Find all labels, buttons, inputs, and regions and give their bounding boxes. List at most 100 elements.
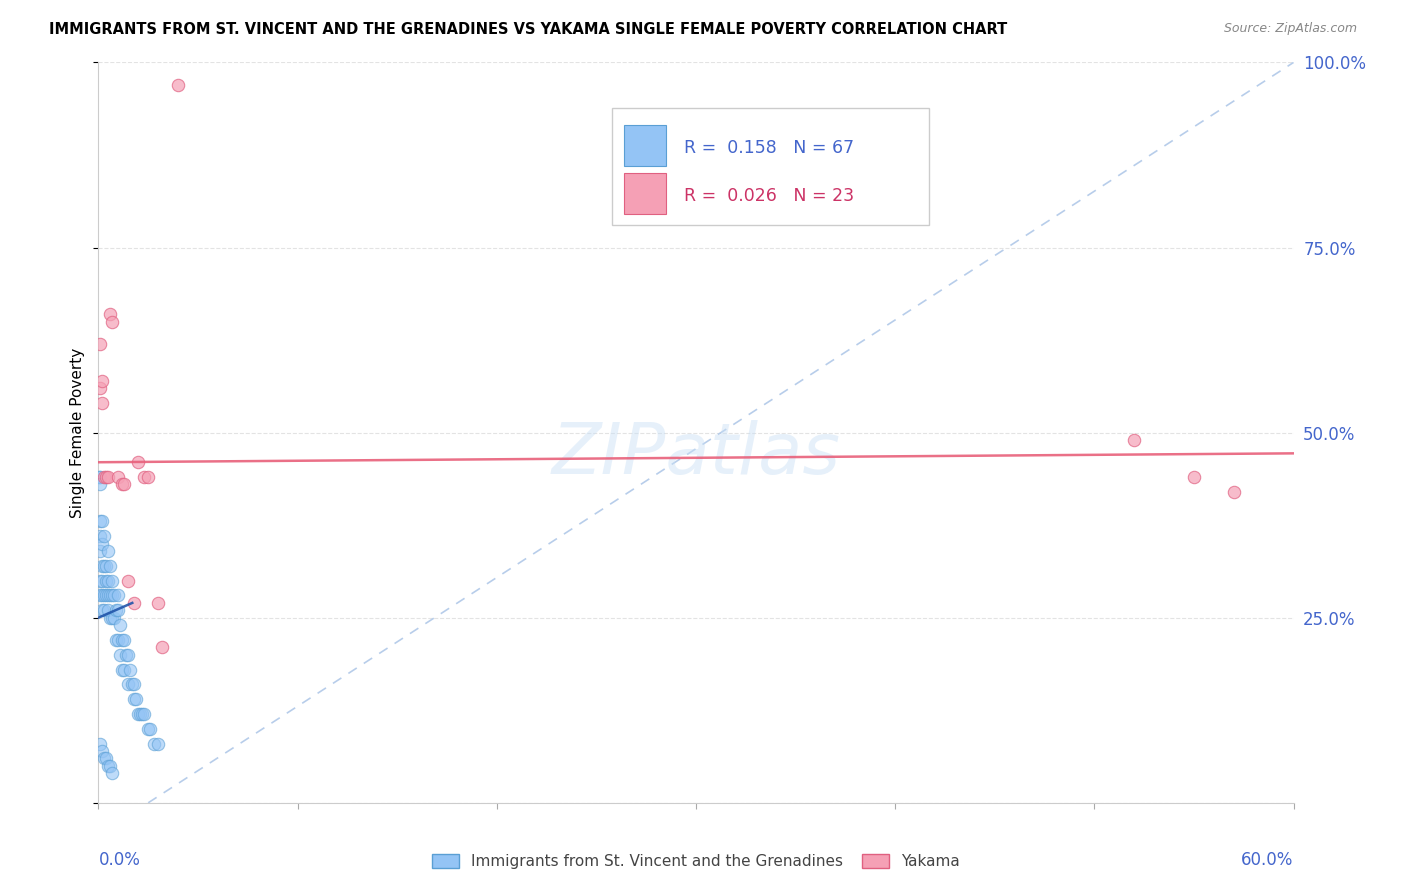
Point — [110, 648, 132, 662]
Point — [93, 529, 115, 543]
Point — [98, 558, 122, 573]
Point — [117, 574, 139, 588]
Point — [89, 544, 111, 558]
Point — [115, 648, 138, 662]
Point — [91, 603, 114, 617]
Text: 60.0%: 60.0% — [1241, 851, 1294, 869]
Point — [91, 536, 114, 550]
Point — [134, 706, 156, 721]
FancyBboxPatch shape — [624, 173, 666, 214]
Point — [91, 744, 114, 758]
Point — [98, 610, 122, 624]
Point — [97, 758, 120, 772]
Point — [97, 589, 120, 603]
Point — [124, 692, 146, 706]
Point — [105, 603, 128, 617]
Point — [117, 648, 139, 662]
Point — [136, 470, 159, 484]
Point — [103, 589, 125, 603]
Point — [97, 544, 120, 558]
Text: IMMIGRANTS FROM ST. VINCENT AND THE GRENADINES VS YAKAMA SINGLE FEMALE POVERTY C: IMMIGRANTS FROM ST. VINCENT AND THE GREN… — [49, 22, 1008, 37]
Point — [91, 374, 114, 388]
Point — [150, 640, 173, 655]
Point — [96, 470, 118, 484]
Point — [167, 78, 190, 92]
Point — [91, 515, 114, 529]
Point — [111, 632, 134, 647]
Point — [91, 558, 114, 573]
Text: ZIPatlas: ZIPatlas — [551, 420, 841, 490]
Point — [148, 596, 170, 610]
Point — [139, 722, 162, 736]
Point — [96, 558, 118, 573]
Point — [93, 470, 115, 484]
Point — [89, 470, 111, 484]
Point — [107, 632, 129, 647]
Point — [101, 610, 124, 624]
Text: Source: ZipAtlas.com: Source: ZipAtlas.com — [1223, 22, 1357, 36]
Point — [129, 706, 152, 721]
Point — [97, 603, 120, 617]
Point — [89, 477, 111, 491]
Point — [103, 610, 125, 624]
Point — [1123, 433, 1146, 447]
Point — [105, 632, 128, 647]
Point — [120, 663, 142, 677]
Point — [89, 529, 111, 543]
Point — [121, 677, 143, 691]
Point — [98, 589, 122, 603]
Point — [97, 574, 120, 588]
Point — [93, 589, 115, 603]
Point — [112, 632, 135, 647]
Legend: Immigrants from St. Vincent and the Grenadines, Yakama: Immigrants from St. Vincent and the Gren… — [432, 855, 960, 869]
Point — [96, 751, 118, 765]
Point — [134, 470, 156, 484]
Point — [89, 336, 111, 351]
Point — [98, 758, 122, 772]
Y-axis label: Single Female Poverty: Single Female Poverty — [70, 348, 86, 517]
Point — [143, 737, 166, 751]
Point — [101, 574, 124, 588]
Point — [93, 558, 115, 573]
Point — [112, 663, 135, 677]
Point — [96, 589, 118, 603]
FancyBboxPatch shape — [613, 108, 929, 226]
Point — [127, 455, 149, 469]
Point — [1223, 484, 1246, 499]
Point — [125, 692, 148, 706]
Point — [89, 470, 111, 484]
Point — [89, 589, 111, 603]
Point — [117, 677, 139, 691]
Point — [124, 677, 146, 691]
Point — [111, 477, 134, 491]
Point — [97, 470, 120, 484]
Point — [101, 766, 124, 780]
Point — [131, 706, 153, 721]
FancyBboxPatch shape — [624, 126, 666, 166]
Point — [124, 596, 146, 610]
Point — [89, 574, 111, 588]
Point — [91, 396, 114, 410]
Point — [91, 574, 114, 588]
Point — [89, 515, 111, 529]
Point — [107, 470, 129, 484]
Point — [107, 603, 129, 617]
Text: 0.0%: 0.0% — [98, 851, 141, 869]
Point — [107, 589, 129, 603]
Point — [89, 737, 111, 751]
Point — [91, 589, 114, 603]
Point — [101, 314, 124, 328]
Point — [112, 477, 135, 491]
Point — [127, 706, 149, 721]
Point — [1182, 470, 1205, 484]
Text: R =  0.026   N = 23: R = 0.026 N = 23 — [685, 186, 853, 204]
Point — [136, 722, 159, 736]
Point — [93, 751, 115, 765]
Point — [110, 618, 132, 632]
Point — [148, 737, 170, 751]
Point — [98, 307, 122, 321]
Point — [111, 663, 134, 677]
Point — [101, 589, 124, 603]
Text: R =  0.158   N = 67: R = 0.158 N = 67 — [685, 138, 853, 157]
Point — [89, 381, 111, 395]
